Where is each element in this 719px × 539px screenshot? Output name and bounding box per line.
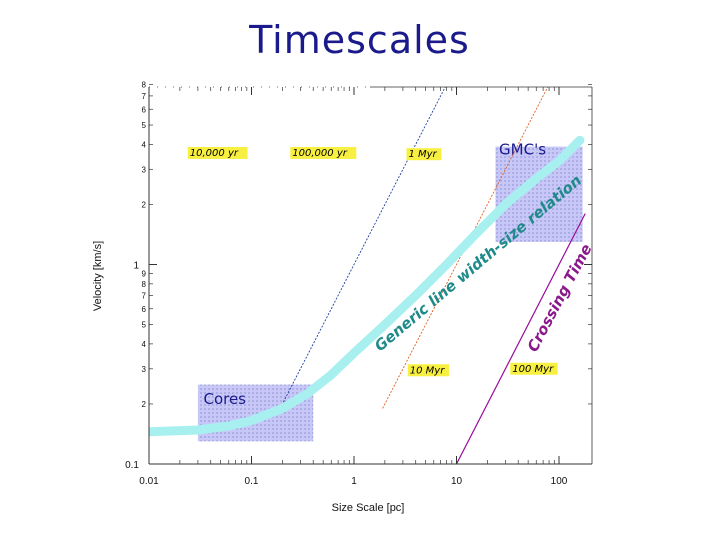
y-minor-tick-label: 2 xyxy=(142,400,147,409)
y-minor-tick-label: 3 xyxy=(142,365,147,374)
crossing-time-label: Crossing Time xyxy=(524,241,596,355)
time-label: 10 Myr xyxy=(410,365,445,376)
time-label-highlight xyxy=(187,146,248,159)
width-size-curve xyxy=(149,135,585,437)
crossing-line-0 xyxy=(279,87,446,409)
chart-title: Timescales xyxy=(249,18,470,62)
time-label-highlight xyxy=(406,148,442,161)
y-minor-tick-label: 8 xyxy=(142,280,147,289)
time-label: 1 Myr xyxy=(408,149,437,160)
y-minor-tick-label: 8 xyxy=(142,80,147,89)
y-minor-tick-label: 5 xyxy=(142,121,147,130)
time-label: 100,000 yr xyxy=(292,148,347,159)
y-minor-tick-label: 7 xyxy=(142,92,147,101)
y-minor-tick-label: 5 xyxy=(142,321,147,330)
y-minor-tick-label: 4 xyxy=(142,340,147,349)
y-minor-tick-label: 6 xyxy=(142,305,147,314)
y-minor-tick-label: 7 xyxy=(142,291,147,300)
time-label: 100 Myr xyxy=(512,364,554,375)
region-1 xyxy=(495,146,583,242)
time-label-group: 10 Myr xyxy=(407,364,449,377)
time-label-highlight xyxy=(290,146,357,159)
x-tick-label: 0.1 xyxy=(245,476,259,487)
time-label-group: 10,000 yr xyxy=(187,146,248,159)
time-label-group: 1 Myr xyxy=(406,148,442,161)
y-axis-title: Velocity [km/s] xyxy=(92,241,104,311)
y-minor-tick-label: 2 xyxy=(142,200,147,209)
time-label: 10,000 yr xyxy=(190,148,239,159)
time-label-group: 100,000 yr xyxy=(290,146,357,159)
y-minor-tick-label: 6 xyxy=(142,105,147,114)
crossing-line-2 xyxy=(455,213,586,464)
x-tick-label: 1 xyxy=(351,476,357,487)
x-axis-title: Size Scale [pc] xyxy=(332,502,405,514)
gmc-label: GMC's xyxy=(499,141,546,159)
x-tick-label: 10 xyxy=(451,476,463,487)
time-label-group: 100 Myr xyxy=(510,362,558,375)
y-minor-tick-label: 4 xyxy=(142,140,147,149)
x-tick-label: 100 xyxy=(551,476,568,487)
time-label-highlight xyxy=(407,364,449,377)
y-tick-label: 0.1 xyxy=(125,460,139,471)
y-minor-tick-label: 3 xyxy=(142,165,147,174)
cores-label: Cores xyxy=(203,390,246,408)
y-tick-label: 1 xyxy=(133,261,139,272)
x-tick-label: 0.01 xyxy=(139,476,159,487)
time-label-highlight xyxy=(510,362,558,375)
y-minor-tick-label: 9 xyxy=(142,270,147,279)
